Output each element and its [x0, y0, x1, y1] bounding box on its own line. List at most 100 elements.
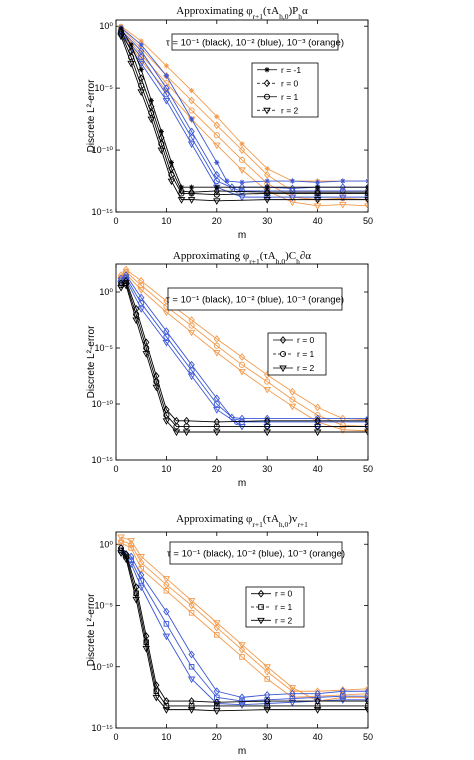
- series-line-black-circle: [120, 33, 368, 196]
- data-point-orange-circle: [188, 322, 195, 329]
- chart-2: Approximating φr+1(τAh,0)Ch∂α 0 10 20 30 40 50…: [86, 250, 373, 489]
- legend-marker-diamond: [279, 336, 287, 344]
- data-point-black-star: [118, 26, 124, 32]
- data-point-blue-circle: [163, 91, 170, 98]
- data-point-black-square: [214, 703, 220, 709]
- x-tick-label: 10: [161, 216, 171, 226]
- data-point-blue-star: [189, 116, 195, 122]
- data-point-blue-triangle: [162, 339, 171, 347]
- data-point-orange-triangle: [238, 167, 246, 174]
- series-group: [117, 23, 368, 210]
- data-point-orange-diamond: [117, 536, 125, 545]
- data-point-black-triangle: [137, 89, 145, 96]
- data-point-orange-star: [214, 114, 220, 120]
- data-point-black-star: [148, 97, 154, 104]
- data-point-black-triangle: [313, 707, 322, 714]
- data-point-black-triangle: [142, 351, 151, 358]
- data-point-orange-diamond: [314, 187, 321, 195]
- x-tick-label: 30: [262, 216, 272, 226]
- series-line-black-triangle: [120, 35, 368, 202]
- data-point-black-circle: [153, 378, 160, 385]
- data-point-black-square: [188, 703, 195, 709]
- data-point-blue-triangle: [339, 697, 347, 704]
- data-point-black-triangle: [182, 429, 191, 437]
- x-axis-label: m: [238, 230, 246, 241]
- data-point-orange-diamond: [264, 170, 271, 179]
- data-point-blue-triangle: [162, 98, 171, 105]
- data-point-orange-circle: [238, 156, 246, 164]
- annotation-text: τ = 10⁻¹ (black), 10⁻² (blue), 10⁻³ (ora…: [167, 549, 345, 560]
- data-point-blue-triangle: [162, 633, 171, 641]
- data-point-blue-circle: [213, 400, 220, 408]
- data-point-orange-star: [264, 166, 270, 172]
- data-point-blue-triangle: [187, 141, 196, 148]
- data-point-blue-triangle: [313, 698, 322, 706]
- data-point-orange-circle: [264, 378, 271, 385]
- data-point-blue-star: [224, 178, 230, 184]
- data-point-orange-triangle: [187, 329, 196, 337]
- data-point-orange-diamond: [238, 146, 246, 154]
- x-tick-label: 30: [262, 732, 272, 742]
- series-line-blue-triangle: [120, 34, 368, 198]
- data-point-blue-diamond: [314, 689, 321, 698]
- data-point-black-triangle: [213, 708, 221, 715]
- data-point-black-triangle: [117, 285, 125, 292]
- data-point-black-circle: [314, 423, 321, 430]
- data-point-orange-diamond: [213, 121, 220, 130]
- data-point-black-circle: [213, 191, 220, 198]
- series-line-orange-triangle: [120, 273, 368, 432]
- y-tick-label: 10⁻¹⁵: [92, 455, 114, 465]
- data-point-orange-triangle: [213, 350, 221, 357]
- data-point-black-triangle: [263, 197, 271, 204]
- data-point-orange-diamond: [364, 187, 368, 195]
- x-tick-label: 0: [113, 216, 118, 226]
- chart-3: Approximating φr+1(τAh,0)vr+1 0 10 20 30 40 50…: [86, 513, 373, 757]
- data-point-blue-triangle: [213, 407, 221, 414]
- data-point-orange-circle: [213, 132, 220, 139]
- data-point-black-triangle: [132, 596, 140, 604]
- x-tick-label: 30: [262, 464, 272, 474]
- data-point-black-circle: [143, 344, 150, 352]
- data-point-black-square: [143, 639, 149, 646]
- data-point-orange-triangle: [187, 598, 196, 605]
- data-point-orange-diamond: [122, 265, 130, 274]
- data-point-blue-star: [163, 73, 169, 79]
- data-point-black-circle: [364, 190, 368, 197]
- annotation-text: τ = 10⁻¹ (black), 10⁻² (blue), 10⁻³ (ora…: [166, 38, 344, 49]
- data-point-orange-triangle: [127, 538, 135, 545]
- data-point-black-star: [138, 66, 144, 73]
- data-point-black-diamond: [213, 418, 220, 426]
- data-point-orange-diamond: [289, 687, 296, 696]
- data-point-black-diamond: [364, 697, 368, 705]
- data-point-orange-circle: [289, 396, 296, 403]
- y-tick-label: 10⁰: [99, 287, 113, 297]
- x-tick-label: 50: [363, 464, 373, 474]
- data-point-black-circle: [364, 423, 368, 430]
- data-point-blue-square: [239, 698, 245, 704]
- data-point-orange-triangle: [213, 142, 221, 150]
- data-point-blue-triangle: [339, 194, 347, 202]
- data-point-blue-circle: [163, 333, 170, 340]
- data-point-black-triangle: [364, 197, 368, 204]
- y-tick-label: 10⁰: [99, 539, 113, 549]
- data-point-blue-circle: [188, 134, 195, 141]
- data-point-blue-triangle: [137, 584, 145, 592]
- data-point-orange-triangle: [339, 202, 347, 209]
- data-point-black-square: [153, 688, 160, 695]
- data-point-orange-triangle: [213, 620, 221, 627]
- legend-marker-diamond: [257, 589, 265, 598]
- data-point-blue-triangle: [187, 676, 196, 684]
- data-point-black-star: [168, 159, 175, 166]
- data-point-blue-triangle: [364, 697, 368, 704]
- data-point-black-diamond: [188, 697, 195, 705]
- data-point-orange-triangle: [117, 534, 125, 542]
- y-tick-label: 10⁻¹⁵: [92, 207, 114, 217]
- y-tick-label: 10⁻⁵: [95, 83, 114, 93]
- legend-label: r = 1: [281, 92, 299, 102]
- data-point-black-triangle: [142, 645, 151, 653]
- data-point-blue-star: [315, 179, 321, 185]
- legend-label: r = 2: [281, 105, 299, 115]
- data-point-black-circle: [213, 423, 220, 430]
- legend-label: r = 0: [297, 335, 315, 345]
